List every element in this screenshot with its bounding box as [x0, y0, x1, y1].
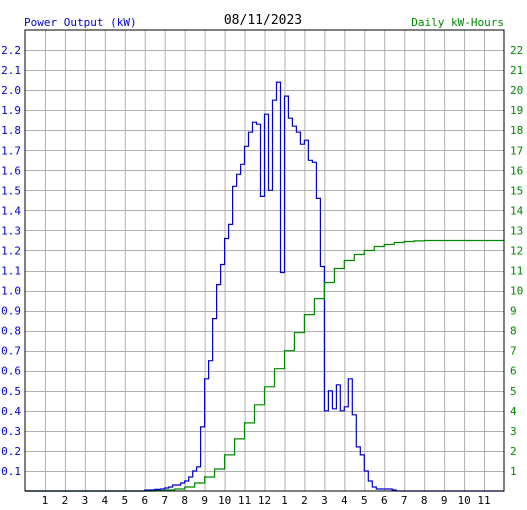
x-tick-label: 5: [121, 494, 128, 507]
left-tick-label: 0.5: [1, 385, 21, 398]
left-tick-label: 1.0: [1, 285, 21, 298]
right-tick-label: 19: [510, 104, 523, 117]
tick-labels: 1 2 3 4 5 6 7 8 9 10 11 12 1 2 3 4 5 6 7 8 9 10 110.10.20.30.4…: [1, 44, 523, 507]
x-tick-label: 3: [321, 494, 328, 507]
x-tick-label: 2: [301, 494, 308, 507]
left-tick-label: 1.8: [1, 124, 21, 137]
right-tick-label: 8: [510, 325, 517, 338]
x-tick-label: 9: [441, 494, 448, 507]
left-tick-label: 2.2: [1, 44, 21, 57]
x-tick-label: 6: [141, 494, 148, 507]
right-tick-label: 2: [510, 445, 517, 458]
left-tick-label: 1.6: [1, 164, 21, 177]
x-tick-label: 12: [258, 494, 271, 507]
left-tick-label: 0.9: [1, 305, 21, 318]
left-tick-label: 1.9: [1, 104, 21, 117]
x-tick-label: 8: [421, 494, 428, 507]
right-axis-label: Daily kW-Hours: [411, 16, 504, 29]
left-tick-label: 1.7: [1, 144, 21, 157]
left-tick-label: 0.6: [1, 365, 21, 378]
left-tick-label: 1.2: [1, 244, 21, 257]
x-tick-label: 7: [161, 494, 168, 507]
left-tick-label: 0.4: [1, 405, 21, 418]
energy-series-line: [25, 239, 504, 492]
left-tick-label: 1.5: [1, 184, 21, 197]
left-tick-label: 0.8: [1, 325, 21, 338]
right-tick-label: 1: [510, 465, 517, 478]
x-tick-label: 4: [341, 494, 348, 507]
left-tick-label: 1.4: [1, 204, 21, 217]
left-tick-label: 0.7: [1, 345, 21, 358]
right-tick-label: 20: [510, 84, 523, 97]
right-tick-label: 9: [510, 305, 517, 318]
x-tick-label: 8: [181, 494, 188, 507]
right-tick-label: 18: [510, 124, 523, 137]
right-tick-label: 12: [510, 244, 523, 257]
left-tick-label: 2.1: [1, 64, 21, 77]
left-tick-label: 0.2: [1, 445, 21, 458]
x-tick-label: 11: [477, 494, 490, 507]
x-tick-label: 1: [42, 494, 49, 507]
x-tick-label: 10: [218, 494, 231, 507]
x-tick-label: 5: [361, 494, 368, 507]
right-tick-label: 5: [510, 385, 517, 398]
left-tick-label: 0.1: [1, 465, 21, 478]
left-axis-label: Power Output (kW): [24, 16, 137, 29]
grid-lines: [25, 30, 504, 491]
right-tick-label: 22: [510, 44, 523, 57]
right-tick-label: 21: [510, 64, 523, 77]
right-tick-label: 4: [510, 405, 517, 418]
right-tick-label: 16: [510, 164, 523, 177]
chart-title: 08/11/2023: [224, 13, 302, 28]
x-tick-label: 1: [281, 494, 288, 507]
right-tick-label: 15: [510, 184, 523, 197]
left-tick-label: 2.0: [1, 84, 21, 97]
right-tick-label: 3: [510, 425, 517, 438]
right-tick-label: 10: [510, 285, 523, 298]
x-tick-label: 9: [201, 494, 208, 507]
right-tick-label: 6: [510, 365, 517, 378]
series-layer: [25, 81, 504, 492]
x-tick-label: 6: [381, 494, 388, 507]
left-tick-label: 1.3: [1, 224, 21, 237]
left-tick-label: 0.3: [1, 425, 21, 438]
x-tick-label: 7: [401, 494, 408, 507]
x-tick-label: 11: [238, 494, 251, 507]
right-tick-label: 17: [510, 144, 523, 157]
power-series-line: [25, 81, 504, 492]
right-tick-label: 13: [510, 224, 523, 237]
left-tick-label: 1.1: [1, 265, 21, 278]
x-tick-label: 2: [62, 494, 69, 507]
right-tick-label: 11: [510, 265, 523, 278]
x-tick-label: 3: [82, 494, 89, 507]
right-tick-label: 7: [510, 345, 517, 358]
x-tick-label: 10: [457, 494, 470, 507]
plot-frame: [24, 29, 505, 492]
right-tick-label: 14: [510, 204, 524, 217]
x-tick-label: 4: [102, 494, 109, 507]
